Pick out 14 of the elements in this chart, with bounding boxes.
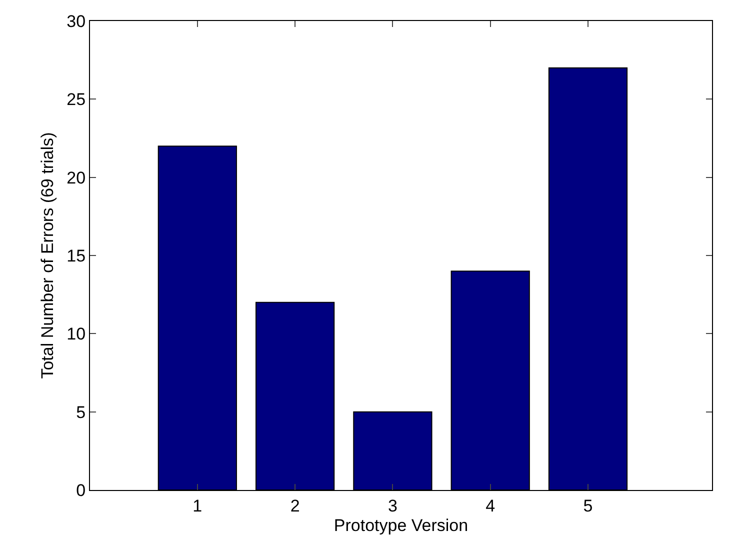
x-tick-label: 4	[486, 496, 496, 516]
y-tick-label: 5	[76, 402, 86, 422]
x-axis-title: Prototype Version	[334, 516, 468, 535]
y-tick-label: 25	[66, 90, 86, 110]
x-tick-label: 5	[583, 496, 593, 516]
y-tick-label: 30	[66, 12, 86, 31]
x-tick-label: 2	[290, 496, 300, 516]
y-tick-label: 10	[66, 324, 86, 344]
y-tick-label: 20	[66, 168, 86, 188]
x-tick-label: 1	[192, 496, 202, 516]
x-tick-label: 3	[388, 496, 398, 516]
y-tick-label: 15	[66, 246, 86, 266]
y-tick-label: 0	[76, 480, 86, 500]
y-axis-title: Total Number of Errors (69 trials)	[38, 132, 58, 379]
